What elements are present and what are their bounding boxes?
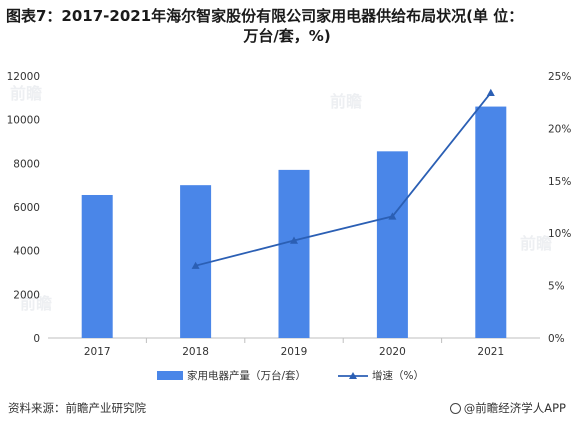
y-left-tick-label: 4000 [13, 246, 40, 258]
chart-title-line1: 图表7：2017-2021年海尔智家股份有限公司家用电器供给布局状况(单 位： [6, 7, 524, 25]
y-left-tick-label: 8000 [13, 158, 40, 170]
growth-point-marker [486, 88, 495, 96]
legend-label-bar: 家用电器产量（万台/套） [187, 369, 306, 382]
chart-title: 图表7：2017-2021年海尔智家股份有限公司家用电器供给布局状况(单 位： … [6, 6, 568, 46]
bar [475, 106, 507, 338]
y-right-tick-label: 20% [548, 123, 571, 135]
brand-credit: @前瞻经济学人APP [449, 400, 566, 416]
watermark-logo: 前瞻 [520, 234, 553, 253]
y-left-tick-label: 12000 [7, 71, 40, 83]
y-right-tick-label: 25% [548, 71, 571, 83]
brand-icon [449, 403, 461, 414]
legend-swatch-bar [157, 371, 183, 380]
bar [278, 169, 310, 338]
x-tick-label: 2020 [379, 346, 406, 358]
growth-line [195, 92, 492, 267]
x-tick-label: 2018 [182, 346, 209, 358]
watermark-logo: 前瞻 [20, 294, 53, 313]
x-tick-label: 2021 [477, 346, 504, 358]
bar [180, 185, 212, 338]
y-right-tick-label: 5% [548, 281, 565, 293]
y-right-tick-label: 10% [548, 228, 571, 240]
y-left-tick-label: 0 [33, 333, 40, 345]
y-left-tick-label: 2000 [13, 289, 40, 301]
source-note: 资料来源：前瞻产业研究院 [8, 401, 146, 415]
chart-title-line2: 万台/套，%) [243, 27, 331, 45]
y-right-tick-label: 15% [548, 176, 571, 188]
y-left-tick-label: 10000 [7, 115, 40, 127]
growth-point-marker [388, 212, 397, 220]
growth-point-marker [290, 236, 298, 244]
y-right-tick-label: 0% [548, 333, 565, 345]
legend-label-line: 增速（%） [372, 369, 424, 382]
legend-marker-line [349, 372, 357, 379]
bar [81, 194, 113, 338]
watermark-logo: 前瞻 [330, 92, 363, 111]
y-left-tick-label: 6000 [13, 202, 40, 214]
bar [376, 151, 408, 338]
x-tick-label: 2019 [281, 346, 308, 358]
brand-label: @前瞻经济学人APP [463, 401, 566, 415]
growth-point-marker [191, 261, 200, 269]
x-tick-label: 2017 [84, 346, 111, 358]
watermark-logo: 前瞻 [10, 84, 43, 103]
